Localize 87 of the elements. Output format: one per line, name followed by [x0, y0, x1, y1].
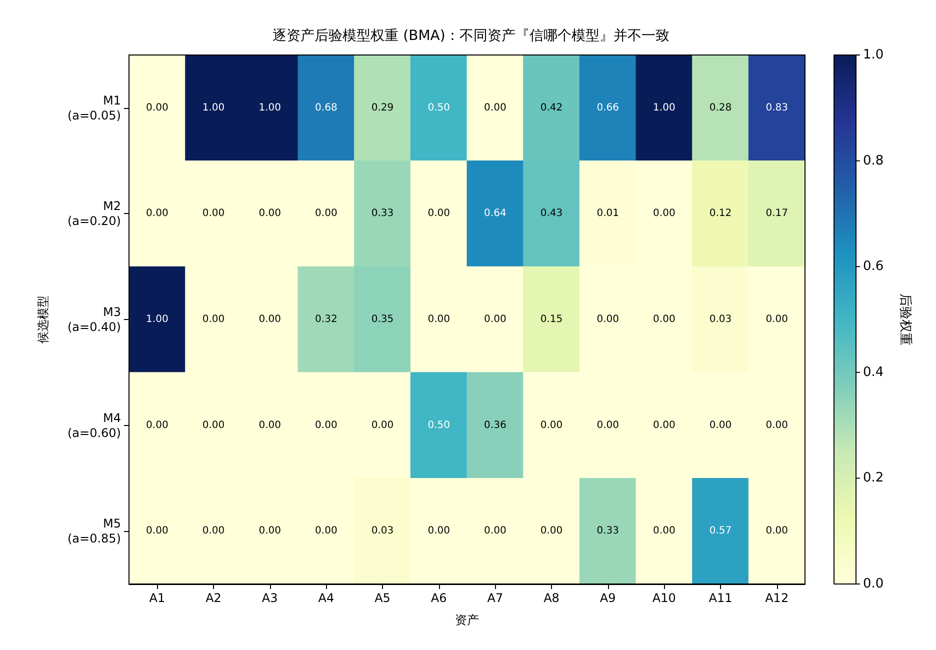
data-label: 0.00 — [202, 208, 225, 220]
data-label: 0.01 — [596, 208, 619, 220]
data-label: 0.00 — [766, 526, 788, 537]
data-label: 0.00 — [258, 526, 281, 537]
data-label: 0.00 — [540, 420, 563, 431]
data-label: 0.00 — [428, 208, 450, 220]
data-label: 0.36 — [484, 420, 506, 431]
data-label: 0.00 — [653, 526, 676, 537]
data-label: 0.00 — [596, 420, 619, 431]
data-label: 0.00 — [315, 526, 338, 537]
y-tick-label: M4 (a=0.60) — [68, 410, 121, 440]
data-label: 1.00 — [258, 102, 281, 114]
data-label: 0.68 — [315, 102, 338, 114]
x-tick-label: A12 — [765, 591, 789, 605]
color-bar-label: 0.6 — [863, 259, 884, 274]
data-label: 0.15 — [540, 314, 563, 325]
y-tick-label: M1 (a=0.05) — [68, 93, 121, 122]
data-label: 0.12 — [709, 208, 732, 220]
data-label: 0.28 — [709, 102, 732, 114]
data-label: 0.35 — [371, 314, 394, 325]
x-tick-label: A8 — [544, 591, 560, 605]
x-tick-label: A2 — [206, 591, 222, 605]
data-label: 0.64 — [484, 208, 506, 220]
data-label: 0.00 — [315, 420, 338, 431]
data-label: 0.00 — [428, 526, 450, 537]
data-label: 0.33 — [596, 526, 619, 537]
data-label: 0.29 — [371, 102, 394, 114]
data-label: 0.00 — [258, 420, 281, 431]
color-bar-label: 0.4 — [863, 364, 884, 380]
chart-title: 逐资产后验模型权重 (BMA)：不同资产『信哪个模型』并不一致 — [272, 28, 670, 44]
color-bar-label: 1.0 — [863, 48, 884, 62]
y-tick-label: M5 (a=0.85) — [68, 516, 121, 546]
y-tick-label: M3 (a=0.40) — [68, 305, 121, 334]
data-label: 0.00 — [484, 526, 506, 537]
x-tick-label: A6 — [430, 591, 447, 605]
color-bar-label: 0.8 — [863, 153, 884, 168]
data-label: 0.33 — [371, 208, 394, 220]
data-label: 0.00 — [315, 208, 338, 220]
data-label: 1.00 — [202, 102, 225, 114]
color-bar-label: 0.2 — [863, 470, 884, 486]
data-label: 0.83 — [766, 102, 788, 114]
x-tick-label: A10 — [652, 591, 676, 605]
data-label: 0.00 — [428, 314, 450, 325]
data-label: 0.00 — [146, 208, 168, 220]
data-label: 0.00 — [258, 208, 281, 220]
data-label: 0.03 — [371, 526, 394, 537]
data-label: 0.00 — [484, 102, 506, 114]
data-label: 0.00 — [146, 526, 168, 537]
color-bar-title: 后验权重 — [898, 294, 912, 346]
y-axis-title: 候选模型 — [36, 296, 50, 344]
x-tick-label: A7 — [487, 591, 504, 605]
data-label: 0.00 — [653, 420, 676, 431]
x-tick-label: A9 — [600, 591, 616, 605]
data-label: 0.03 — [709, 314, 732, 325]
data-label: 0.00 — [146, 420, 168, 431]
data-label: 0.00 — [596, 314, 619, 325]
data-label: 0.42 — [540, 102, 563, 114]
data-label: 1.00 — [653, 102, 676, 114]
data-label: 0.00 — [653, 208, 676, 220]
x-tick-label: A3 — [262, 591, 278, 605]
x-axis-title: 资产 — [455, 613, 479, 627]
data-label: 0.43 — [540, 208, 563, 220]
x-tick-label: A4 — [318, 591, 334, 605]
data-label: 0.00 — [766, 314, 788, 325]
data-label: 0.00 — [146, 102, 168, 114]
data-label: 0.00 — [202, 526, 225, 537]
data-label: 0.00 — [202, 420, 225, 431]
data-label: 0.66 — [596, 102, 619, 114]
data-label: 0.00 — [766, 420, 788, 431]
data-label: 0.00 — [653, 314, 676, 325]
data-label: 0.32 — [315, 314, 338, 325]
data-label: 0.00 — [540, 526, 563, 537]
data-label: 0.00 — [258, 314, 281, 325]
x-tick-label: A11 — [708, 591, 732, 605]
data-label: 0.00 — [202, 314, 225, 325]
data-label: 0.00 — [371, 420, 394, 431]
x-tick-label: A5 — [374, 591, 390, 605]
x-tick-label: A1 — [149, 591, 166, 605]
data-label: 0.00 — [484, 314, 506, 325]
data-label: 0.17 — [766, 208, 788, 220]
data-label: 0.50 — [428, 102, 450, 114]
data-label: 0.50 — [428, 420, 450, 431]
color-bar-label: 0.0 — [863, 576, 884, 592]
data-label: 1.00 — [146, 314, 168, 325]
y-tick-label: M2 (a=0.20) — [68, 199, 121, 228]
data-label: 0.00 — [709, 420, 732, 431]
data-label: 0.57 — [709, 526, 732, 537]
